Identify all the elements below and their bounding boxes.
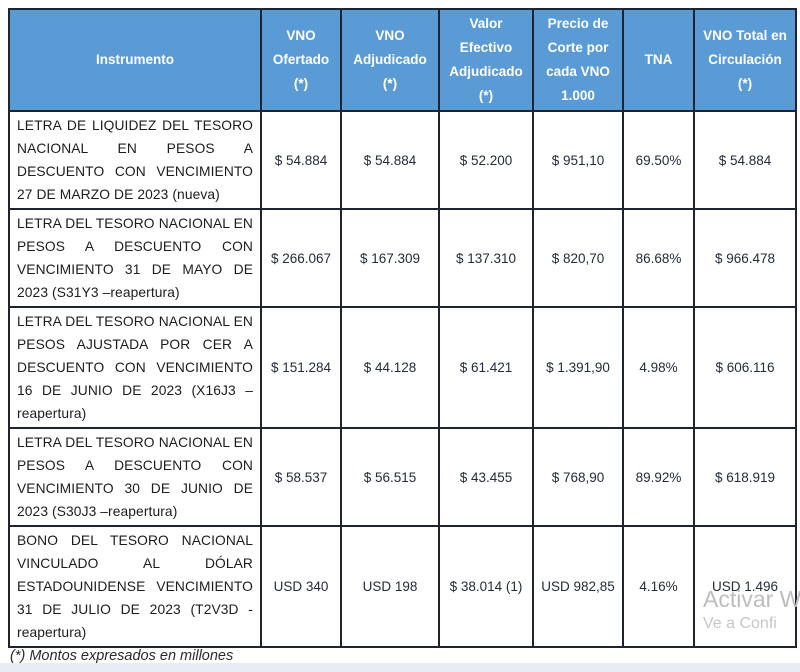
table-header-row: Instrumento VNO Ofertado (*) VNO Adjudic… <box>8 8 797 112</box>
vno-adjudicado-cell: $ 44.128 <box>340 306 440 429</box>
auction-results-table-container: Instrumento VNO Ofertado (*) VNO Adjudic… <box>8 8 797 648</box>
instrument-cell: LETRA DEL TESORO NACIONAL EN PESOS AJUST… <box>8 306 262 429</box>
vno-adjudicado-cell: USD 198 <box>340 525 440 648</box>
instrument-cell: LETRA DEL TESORO NACIONAL EN PESOS A DES… <box>8 208 262 308</box>
vno-total-cell: $ 54.884 <box>693 110 797 210</box>
table-row: LETRA DE LIQUIDEZ DEL TESORO NACIONAL EN… <box>8 110 797 210</box>
column-header-vno-total: VNO Total en Circulación (*) <box>693 8 797 112</box>
tna-cell: 4.16% <box>622 525 695 648</box>
valor-efectivo-cell: $ 43.455 <box>438 427 534 527</box>
table-row: BONO DEL TESORO NACIONAL VINCULADO AL DÓ… <box>8 525 797 648</box>
valor-efectivo-cell: $ 61.421 <box>438 306 534 429</box>
column-header-precio-corte: Precio de Corte por cada VNO 1.000 <box>532 8 624 112</box>
column-header-vno-adjudicado: VNO Adjudicado (*) <box>340 8 440 112</box>
precio-corte-cell: $ 951,10 <box>532 110 624 210</box>
auction-results-table: Instrumento VNO Ofertado (*) VNO Adjudic… <box>8 8 797 648</box>
table-row: LETRA DEL TESORO NACIONAL EN PESOS A DES… <box>8 208 797 308</box>
tna-cell: 69.50% <box>622 110 695 210</box>
precio-corte-cell: $ 768,90 <box>532 427 624 527</box>
vno-ofertado-cell: $ 58.537 <box>260 427 342 527</box>
precio-corte-cell: $ 1.391,90 <box>532 306 624 429</box>
instrument-cell: LETRA DE LIQUIDEZ DEL TESORO NACIONAL EN… <box>8 110 262 210</box>
vno-adjudicado-cell: $ 167.309 <box>340 208 440 308</box>
precio-corte-cell: $ 820,70 <box>532 208 624 308</box>
table-row: LETRA DEL TESORO NACIONAL EN PESOS AJUST… <box>8 306 797 429</box>
valor-efectivo-cell: $ 52.200 <box>438 110 534 210</box>
column-header-tna: TNA <box>622 8 695 112</box>
valor-efectivo-cell: $ 137.310 <box>438 208 534 308</box>
vno-total-cell: $ 966.478 <box>693 208 797 308</box>
vno-adjudicado-cell: $ 56.515 <box>340 427 440 527</box>
instrument-cell: LETRA DEL TESORO NACIONAL EN PESOS A DES… <box>8 427 262 527</box>
precio-corte-cell: USD 982,85 <box>532 525 624 648</box>
tna-cell: 89.92% <box>622 427 695 527</box>
table-row: LETRA DEL TESORO NACIONAL EN PESOS A DES… <box>8 427 797 527</box>
column-header-instrumento: Instrumento <box>8 8 262 112</box>
valor-efectivo-cell: $ 38.014 (1) <box>438 525 534 648</box>
instrument-cell: BONO DEL TESORO NACIONAL VINCULADO AL DÓ… <box>8 525 262 648</box>
bottom-edge-strip <box>0 663 800 672</box>
vno-ofertado-cell: $ 151.284 <box>260 306 342 429</box>
vno-ofertado-cell: USD 340 <box>260 525 342 648</box>
tna-cell: 86.68% <box>622 208 695 308</box>
column-header-vno-ofertado: VNO Ofertado (*) <box>260 8 342 112</box>
table-footnote: (*) Montos expresados en millones <box>10 648 234 664</box>
vno-ofertado-cell: $ 54.884 <box>260 110 342 210</box>
vno-ofertado-cell: $ 266.067 <box>260 208 342 308</box>
column-header-valor-efectivo: Valor Efectivo Adjudicado (*) <box>438 8 534 112</box>
vno-total-cell: $ 618.919 <box>693 427 797 527</box>
vno-adjudicado-cell: $ 54.884 <box>340 110 440 210</box>
tna-cell: 4.98% <box>622 306 695 429</box>
vno-total-cell: $ 606.116 <box>693 306 797 429</box>
vno-total-cell: USD 1.496 <box>693 525 797 648</box>
